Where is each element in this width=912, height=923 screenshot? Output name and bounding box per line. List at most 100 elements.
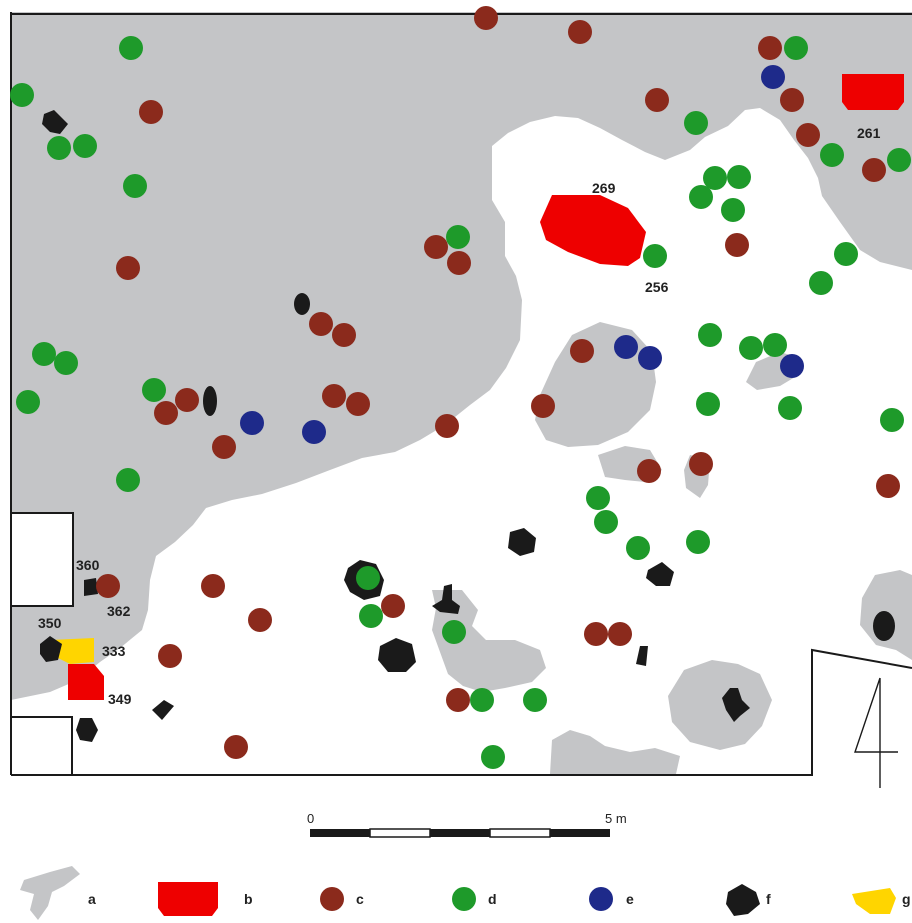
feature-261 <box>842 74 904 110</box>
map-frame <box>10 12 912 776</box>
green-dot <box>359 604 383 628</box>
pit <box>76 718 98 742</box>
feature-269 <box>540 195 646 266</box>
green-dot <box>119 36 143 60</box>
green-dot <box>778 396 802 420</box>
label-261: 261 <box>857 125 881 141</box>
trench-box-upper <box>10 512 74 607</box>
brown-dot <box>248 608 272 632</box>
red-features <box>50 74 904 700</box>
label-269: 269 <box>592 180 616 196</box>
brown-dot <box>725 233 749 257</box>
green-dot <box>696 392 720 416</box>
brown-dot <box>212 435 236 459</box>
green-dot <box>727 165 751 189</box>
green-dot <box>820 143 844 167</box>
scale-end-label: 5 m <box>605 811 627 826</box>
scale-start-label: 0 <box>307 811 314 826</box>
label-360: 360 <box>76 557 100 573</box>
green-dot <box>809 271 833 295</box>
blue-dot <box>761 65 785 89</box>
legend-label-e: e <box>626 891 634 907</box>
scale-segment-white <box>489 828 551 838</box>
pit <box>722 688 750 722</box>
brown-dot <box>309 312 333 336</box>
green-dot <box>32 342 56 366</box>
pit <box>873 611 895 641</box>
feature-labels: 261 269 256 360 362 350 333 349 <box>38 125 881 707</box>
legend-blue-dot-icon <box>589 887 613 911</box>
green-dot <box>446 225 470 249</box>
label-362: 362 <box>107 603 131 619</box>
feature-349 <box>68 664 104 700</box>
pit <box>294 293 310 315</box>
green-dot <box>470 688 494 712</box>
pit <box>152 700 174 720</box>
legend-label-g: g <box>902 891 911 907</box>
brown-dot <box>446 688 470 712</box>
brown-dot <box>139 100 163 124</box>
legend-label-c: c <box>356 891 364 907</box>
brown-dot <box>332 323 356 347</box>
scale-segment-black <box>310 829 370 837</box>
green-dot <box>689 185 713 209</box>
brown-dot <box>689 452 713 476</box>
brown-dot <box>531 394 555 418</box>
green-dot <box>16 390 40 414</box>
brown-dot <box>158 644 182 668</box>
legend-label-f: f <box>766 891 771 907</box>
brown-dot <box>424 235 448 259</box>
brown-dot <box>447 251 471 275</box>
green-dot <box>684 111 708 135</box>
legend-yellow-feature-icon <box>852 888 896 914</box>
brown-dot <box>96 574 120 598</box>
main-grey-area <box>11 12 912 700</box>
green-dot <box>880 408 904 432</box>
blue-dot <box>240 411 264 435</box>
green-dot <box>73 134 97 158</box>
green-dot <box>47 136 71 160</box>
green-dot <box>594 510 618 534</box>
pit <box>646 562 674 586</box>
label-256: 256 <box>645 279 669 295</box>
green-dot <box>54 351 78 375</box>
green-dot <box>626 536 650 560</box>
legend-brown-dot-icon <box>320 887 344 911</box>
grey-patch <box>550 730 680 774</box>
brown-dot <box>381 594 405 618</box>
green-dot <box>116 468 140 492</box>
legend-black-pit-icon <box>726 884 760 916</box>
brown-dot <box>435 414 459 438</box>
grey-patch <box>535 322 656 447</box>
brown-dots <box>96 6 900 759</box>
legend-label-a: a <box>88 891 96 907</box>
brown-dot <box>224 735 248 759</box>
scale-segment-black <box>430 829 490 837</box>
scale-segment-white <box>369 828 431 838</box>
brown-dot <box>116 256 140 280</box>
pit <box>508 528 536 556</box>
green-dots <box>10 36 911 769</box>
green-dot <box>721 198 745 222</box>
green-dot <box>739 336 763 360</box>
pit <box>378 638 416 672</box>
green-dot <box>123 174 147 198</box>
brown-dot <box>862 158 886 182</box>
blue-dots <box>240 65 804 444</box>
brown-dot <box>637 459 661 483</box>
blue-dot <box>780 354 804 378</box>
legend-label-d: d <box>488 891 497 907</box>
blue-dot <box>614 335 638 359</box>
pit <box>636 646 648 666</box>
grey-areas <box>11 12 912 774</box>
green-dot <box>10 83 34 107</box>
green-dot <box>784 36 808 60</box>
pit <box>84 578 98 596</box>
green-dot <box>834 242 858 266</box>
green-dot <box>643 244 667 268</box>
brown-dot <box>175 388 199 412</box>
brown-dot <box>201 574 225 598</box>
bottom-boundary-line <box>11 648 912 776</box>
green-dot <box>703 166 727 190</box>
